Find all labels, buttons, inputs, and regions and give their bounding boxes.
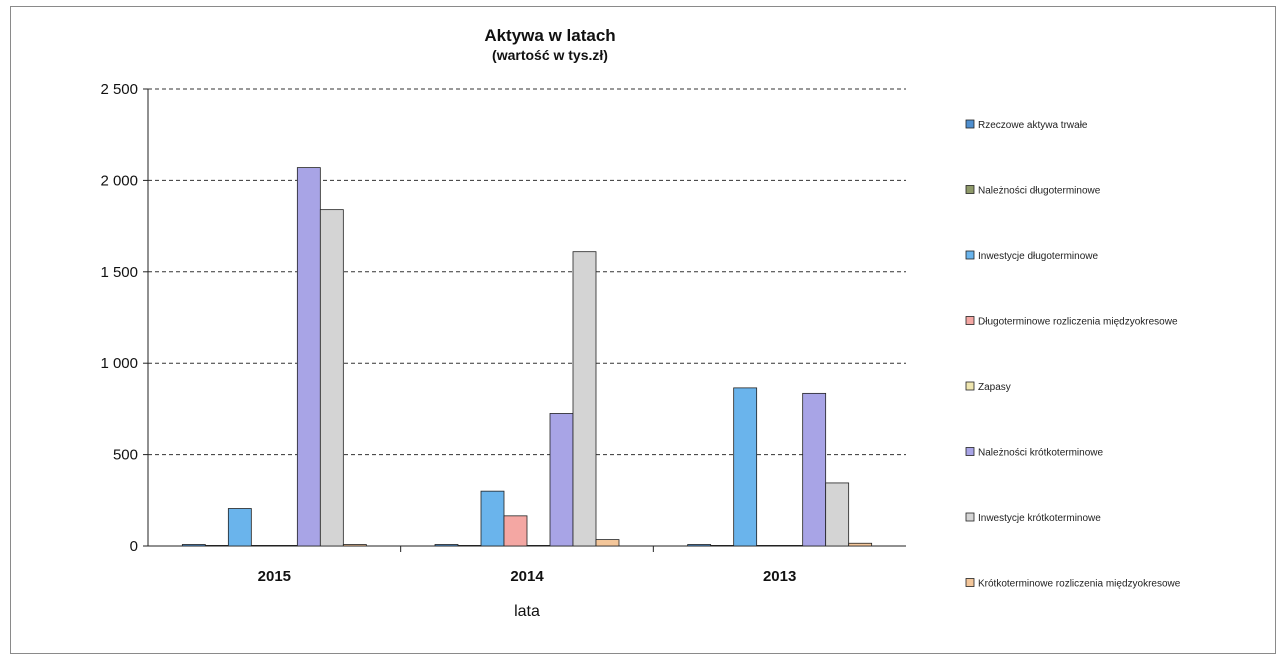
legend-label: Zapasy (978, 382, 1011, 393)
bar (687, 544, 712, 547)
bar (825, 482, 850, 547)
y-tick-label: 1 500 (100, 264, 138, 281)
bar (227, 508, 252, 547)
bar (273, 545, 298, 547)
bar (457, 545, 482, 547)
y-tick-label: 1 000 (100, 355, 138, 372)
bar (296, 167, 321, 547)
legend-swatch (965, 512, 975, 522)
bar (319, 209, 344, 547)
bar (549, 413, 574, 547)
bar (595, 539, 620, 547)
legend-label: Należności długoterminowe (978, 186, 1101, 197)
legend-label: Należności krótkoterminowe (978, 448, 1103, 459)
legend-label: Rzeczowe aktywa trwałe (978, 120, 1088, 131)
bar (503, 515, 528, 547)
legend-swatch (965, 578, 975, 587)
bar (756, 545, 781, 547)
legend-swatch (965, 381, 975, 391)
bar (526, 545, 551, 547)
bar (342, 544, 367, 547)
x-axis-title: lata (514, 603, 540, 620)
category-label: 2013 (763, 568, 796, 585)
y-tick-label: 2 000 (100, 172, 138, 189)
bar (802, 392, 827, 547)
legend-swatch (965, 447, 975, 456)
bar (572, 251, 597, 547)
bar (434, 544, 459, 547)
y-tick-label: 500 (113, 447, 138, 464)
category-label: 2015 (258, 568, 291, 585)
legend-swatch (965, 250, 975, 260)
chart-subtitle: (wartość w tys.zł) (492, 47, 608, 63)
bar (181, 544, 206, 547)
bar (480, 490, 505, 547)
y-tick-label: 0 (130, 538, 138, 555)
legend-label: Inwestycje krótkoterminowe (978, 513, 1101, 524)
chart-title: Aktywa w latach (484, 26, 616, 45)
bar (779, 545, 804, 547)
bar (710, 545, 735, 547)
legend-swatch (965, 119, 975, 129)
legend-label: Długoterminowe rozliczenia międzyokresow… (978, 317, 1178, 328)
bar (848, 542, 873, 547)
category-label: 2014 (510, 568, 544, 585)
legend-swatch (965, 316, 975, 325)
bar (733, 387, 758, 547)
legend-label: Inwestycje długoterminowe (978, 251, 1098, 262)
y-tick-label: 2 500 (100, 81, 138, 98)
bar (204, 545, 229, 547)
legend-swatch (965, 185, 975, 194)
legend-label: Krótkoterminowe rozliczenia międzyokreso… (978, 579, 1181, 590)
bar (250, 545, 275, 547)
